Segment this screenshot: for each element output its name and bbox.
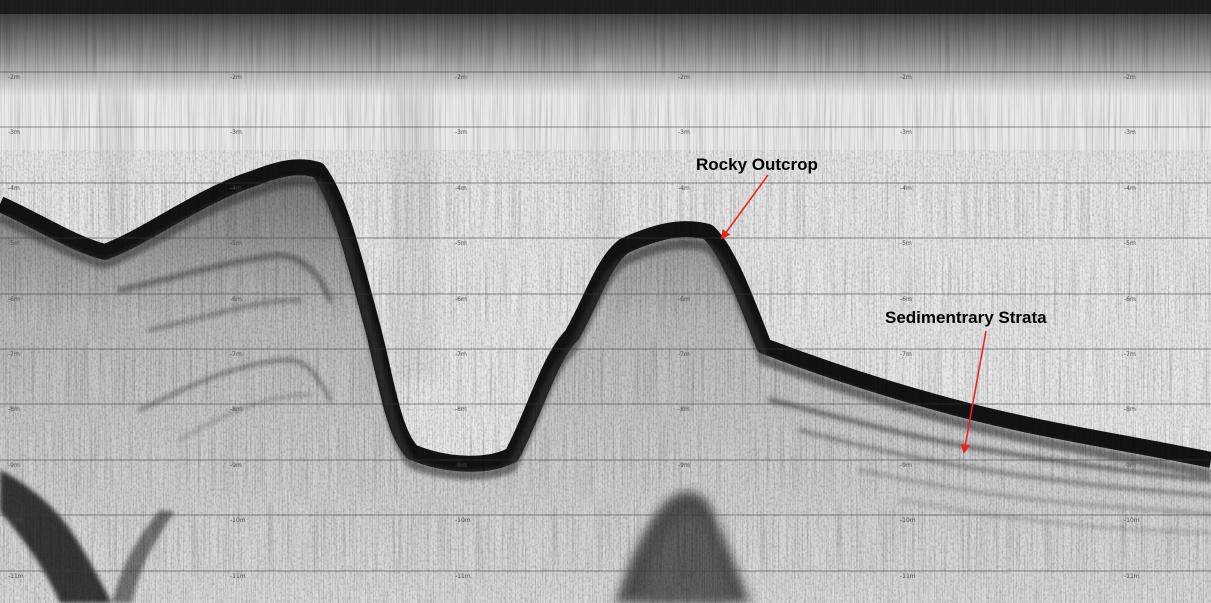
depth-label: -3m — [8, 129, 20, 136]
depth-label: -6m — [678, 296, 690, 303]
depth-label: -2m — [455, 74, 467, 81]
depth-label: -3m — [678, 129, 690, 136]
depth-label: -2m — [230, 74, 242, 81]
depth-grid: -2m -2m -2m -2m -2m -2m -3m -3m -3m -3m -3m -3m -4m -… — [0, 71, 1211, 580]
depth-label: -7m — [678, 351, 690, 358]
depth-label: -3m — [1124, 129, 1136, 136]
depth-label: -9m — [8, 462, 20, 469]
depth-label: -11m — [1124, 573, 1140, 580]
rocky-outcrop-label: Rocky Outcrop — [696, 155, 818, 174]
depth-label: -7m — [1124, 351, 1136, 358]
rocky-outcrop-arrow — [720, 174, 769, 240]
depth-label: -9m — [900, 462, 912, 469]
depth-label: -2m — [1124, 74, 1136, 81]
depth-label: -6m — [230, 296, 242, 303]
depth-label: -5m — [900, 240, 912, 247]
annotation-sedimentary-strata: Sedimentrary Strata — [885, 308, 1047, 454]
depth-label: -5m — [1124, 240, 1136, 247]
depth-label: -11m — [678, 573, 694, 580]
depth-label: -4m — [455, 185, 467, 192]
depth-label: -4m — [900, 185, 912, 192]
depth-label: -4m — [678, 185, 690, 192]
depth-label: -9m — [455, 462, 467, 469]
depth-label: -7m — [230, 351, 242, 358]
depth-label: -10m — [1124, 517, 1140, 524]
sedimentary-strata-label: Sedimentrary Strata — [885, 308, 1047, 327]
depth-label: -11m — [900, 573, 916, 580]
depth-label: -4m — [8, 185, 20, 192]
depth-label: -10m — [8, 517, 24, 524]
depth-label: -11m — [455, 573, 471, 580]
depth-label: -6m — [1124, 296, 1136, 303]
depth-label: -7m — [455, 351, 467, 358]
depth-label: -6m — [455, 296, 467, 303]
depth-label: -8m — [900, 406, 912, 413]
depth-label: -8m — [678, 406, 690, 413]
sedimentary-strata-arrow — [960, 330, 987, 454]
depth-label: -4m — [230, 185, 242, 192]
depth-label: -9m — [678, 462, 690, 469]
depth-label: -3m — [455, 129, 467, 136]
depth-label: -10m — [900, 517, 916, 524]
depth-label: -8m — [8, 406, 20, 413]
depth-label: -11m — [230, 573, 246, 580]
depth-label: -10m — [455, 517, 471, 524]
depth-label: -3m — [230, 129, 242, 136]
depth-label: -5m — [678, 240, 690, 247]
depth-label: -5m — [455, 240, 467, 247]
depth-label: -10m — [230, 517, 246, 524]
annotation-rocky-outcrop: Rocky Outcrop — [696, 155, 818, 240]
depth-label: -6m — [8, 296, 20, 303]
depth-label: -9m — [230, 462, 242, 469]
depth-label: -6m — [900, 296, 912, 303]
depth-label: -11m — [8, 573, 24, 580]
depth-label: -9m — [1124, 462, 1136, 469]
depth-label: -8m — [1124, 406, 1136, 413]
depth-label: -2m — [678, 74, 690, 81]
depth-label: -8m — [455, 406, 467, 413]
depth-label: -7m — [8, 351, 20, 358]
depth-label: -5m — [8, 240, 20, 247]
depth-label: -8m — [230, 406, 242, 413]
depth-label: -4m — [1124, 185, 1136, 192]
depth-label: -7m — [900, 351, 912, 358]
depth-label: -2m — [8, 74, 20, 81]
depth-label: -3m — [900, 129, 912, 136]
depth-label: -2m — [900, 74, 912, 81]
depth-label: -10m — [678, 517, 694, 524]
depth-label: -5m — [230, 240, 242, 247]
